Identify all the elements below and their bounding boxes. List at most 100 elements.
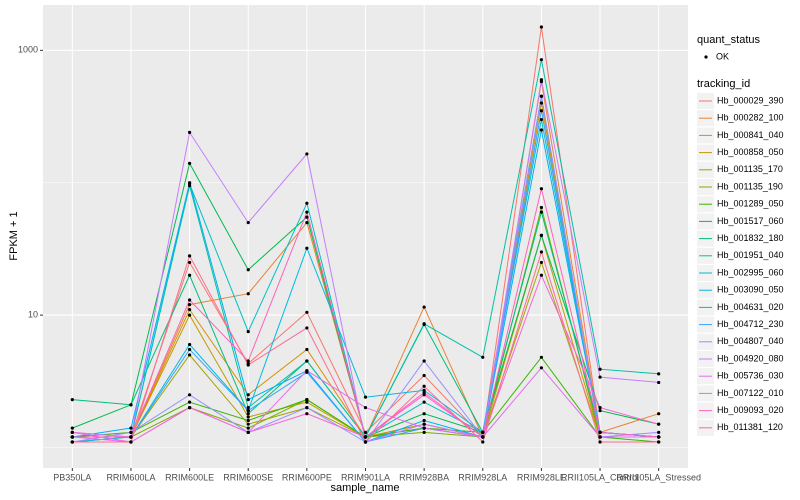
x-tick-label: PB350LA [53,472,91,482]
data-point [305,220,309,225]
data-point [246,292,250,296]
data-point [598,408,602,413]
data-point [363,406,368,410]
legend-label: Hb_003090_050 [717,285,784,295]
data-point [657,412,661,416]
data-point [481,430,485,435]
data-point [539,101,544,105]
data-point [70,426,74,430]
data-point [129,430,133,435]
data-point [305,406,309,410]
data-point [246,415,250,419]
data-point [305,369,309,373]
legend-label: Hb_004631_020 [717,302,784,312]
data-point [539,94,544,98]
data-point [657,422,661,426]
legend-label: Hb_001289_050 [717,199,784,209]
data-point [363,440,368,444]
data-point [246,426,250,430]
data-point [129,440,133,444]
data-point [422,422,426,426]
data-point [598,367,602,371]
data-point [305,246,309,250]
data-point [187,260,192,265]
data-point [187,353,192,357]
data-point [305,210,309,214]
legend-label: Hb_001135_190 [717,181,783,191]
data-point [246,430,250,435]
x-tick-label: RRIM928LE [517,472,566,482]
legend-label: Hb_000282_100 [717,113,784,123]
data-point [187,298,192,302]
data-point [598,440,602,444]
data-point [187,181,192,185]
data-point [187,273,192,277]
data-point [246,363,250,367]
data-point [657,435,661,439]
data-point [481,355,485,359]
data-point [422,359,426,363]
data-point [422,400,426,404]
x-tick-label: RRIM600LE [165,472,214,482]
data-point [187,161,192,165]
legend-label: Hb_000858_050 [717,147,784,157]
legend-label: Hb_005736_030 [717,371,784,381]
legend-label: Hb_004712_230 [717,319,784,329]
data-point [422,384,426,388]
data-point [246,268,250,272]
data-point [539,210,544,214]
legend-label: Hb_007122_010 [717,388,784,398]
data-point [187,308,192,312]
x-tick-label: RRIM600SE [223,472,273,482]
data-point [187,342,192,347]
x-tick-label: RRIM928BA [399,472,449,482]
data-point [657,372,661,376]
data-point [246,393,250,397]
data-point [422,418,426,423]
data-point [422,426,426,430]
data-point [305,326,309,330]
data-point [539,78,544,82]
legend-label: Hb_004807_040 [717,336,784,346]
x-axis-label: sample_name [330,482,399,494]
data-point [70,430,74,435]
data-point [70,440,74,444]
data-point [539,205,544,210]
data-point [657,440,661,444]
data-point [187,406,192,410]
data-point [187,347,192,352]
data-point [422,430,426,435]
data-point [246,406,250,410]
data-point [305,398,309,402]
data-point [246,398,250,402]
data-point [539,260,544,265]
data-point [539,233,544,238]
data-point [363,395,368,399]
x-tick-label: RRII105LA_Stressed [616,472,701,482]
legend-label: Hb_001517_060 [717,216,784,226]
data-point [70,435,74,439]
legend-label: Hb_000841_040 [717,130,784,140]
data-point [539,117,544,122]
data-point [422,412,426,416]
data-point [481,435,485,439]
data-point [246,412,250,416]
legend-point [704,55,708,59]
data-point [187,313,192,317]
data-point [187,303,192,307]
data-point [187,254,192,258]
data-point [246,422,250,426]
legend-label: Hb_011381_120 [717,422,783,432]
data-point [305,152,309,156]
legend-label: Hb_001832_180 [717,233,784,243]
data-point [481,440,485,444]
data-point [187,130,192,134]
data-point [129,435,133,439]
data-point [539,128,544,132]
data-point [305,201,309,205]
data-point [246,330,250,334]
data-point [598,435,602,439]
data-point [598,406,602,410]
legend-label: Hb_001135_170 [717,164,783,174]
